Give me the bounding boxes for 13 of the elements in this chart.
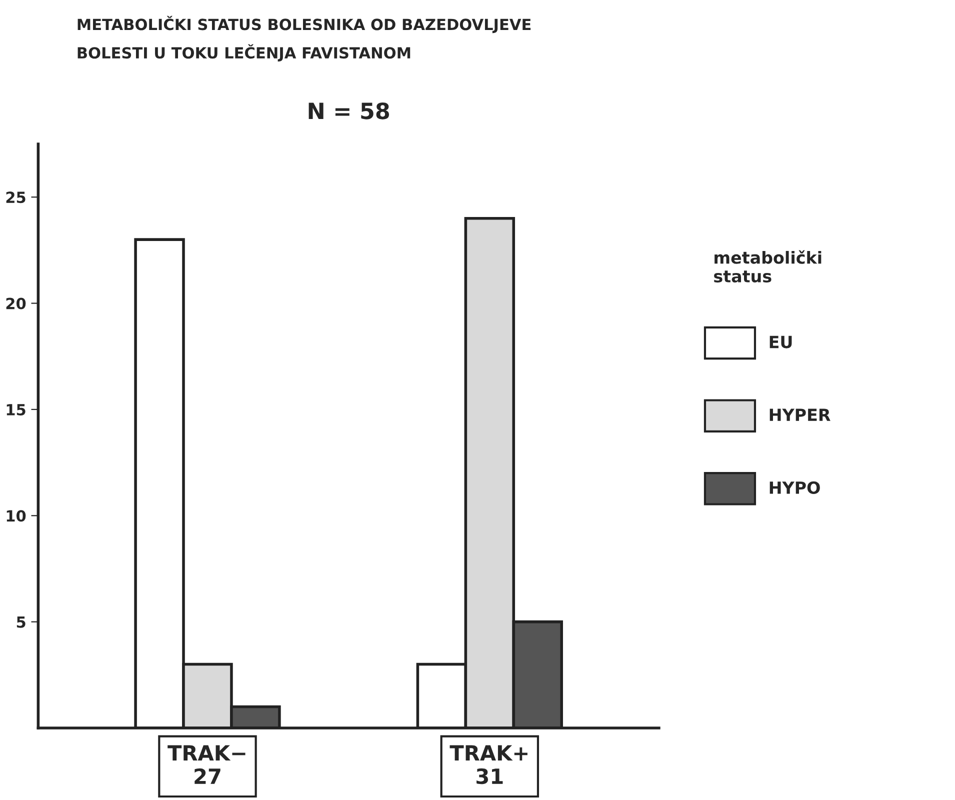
y-tick-label: 10	[6, 510, 26, 522]
chart-subtitle: N = 58	[308, 102, 390, 120]
legend-label: HYPER	[770, 408, 830, 421]
x-tick-label: TRAK− 27	[168, 745, 246, 784]
legend-title: metabolički status	[714, 250, 822, 283]
y-tick-label: 20	[6, 298, 26, 310]
y-tick-label: 25	[6, 192, 26, 204]
y-tick-label: 5	[16, 616, 26, 628]
x-tick-label: TRAK+ 31	[450, 745, 528, 784]
y-tick-label: 15	[6, 404, 26, 416]
chart-title: METABOLIČKI STATUS BOLESNIKA OD BAZEDOVLJEVE BOLESTI U TOKU LEČENJA FAVISTANOM	[78, 16, 531, 62]
legend-label: EU	[770, 336, 792, 348]
legend-label: HYPO	[770, 481, 820, 494]
